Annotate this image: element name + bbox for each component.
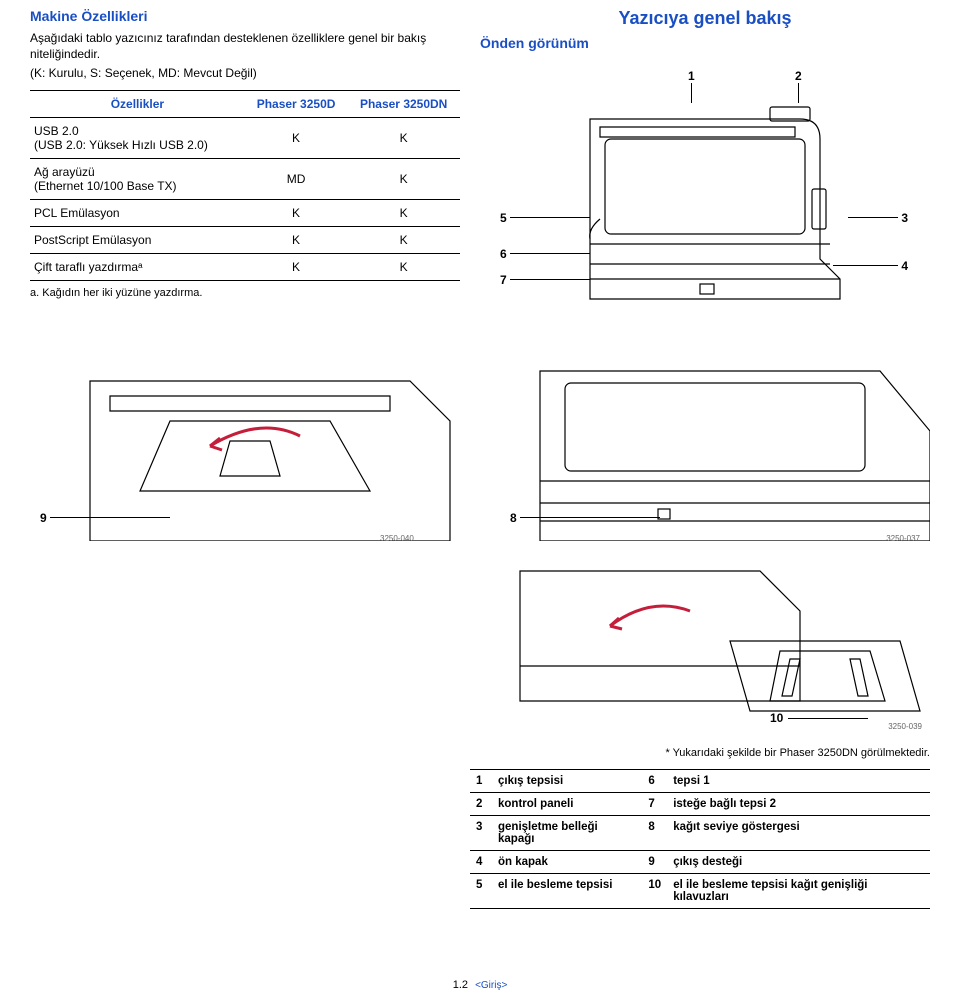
parts-cell: 1 xyxy=(470,770,492,793)
parts-cell: el ile besleme tepsisi xyxy=(492,874,642,909)
diagram-caption: * Yukarıdaki şekilde bir Phaser 3250DN g… xyxy=(30,747,930,759)
features-description: Aşağıdaki tablo yazıcınız tarafından des… xyxy=(30,30,460,62)
callout-1: 1 xyxy=(688,69,695,83)
printer-front-svg xyxy=(570,89,860,319)
printer-overview-title: Yazıcıya genel bakış xyxy=(480,8,930,29)
features-table-header: Phaser 3250D xyxy=(245,91,347,118)
table-cell: K xyxy=(245,118,347,159)
parts-cell: ön kapak xyxy=(492,851,642,874)
features-table: ÖzelliklerPhaser 3250DPhaser 3250DN USB … xyxy=(30,90,460,281)
parts-cell: 2 xyxy=(470,793,492,816)
detail-paper-level-svg xyxy=(500,341,930,541)
features-table-header: Phaser 3250DN xyxy=(347,91,460,118)
table-row: 2kontrol paneli7isteğe bağlı tepsi 2 xyxy=(470,793,930,816)
table-legend: (K: Kurulu, S: Seçenek, MD: Mevcut Değil… xyxy=(30,66,460,80)
table-cell: PCL Emülasyon xyxy=(30,200,245,227)
table-footnote: a. Kağıdın her iki yüzüne yazdırma. xyxy=(30,287,460,299)
parts-cell: 5 xyxy=(470,874,492,909)
table-cell: PostScript Emülasyon xyxy=(30,227,245,254)
table-cell: K xyxy=(347,118,460,159)
parts-cell: 9 xyxy=(642,851,667,874)
table-cell: Ağ arayüzü(Ethernet 10/100 Base TX) xyxy=(30,159,245,200)
parts-cell: el ile besleme tepsisi kağıt genişliği k… xyxy=(667,874,930,909)
table-row: 4ön kapak9çıkış desteği xyxy=(470,851,930,874)
page-number: 1.2 xyxy=(453,979,468,991)
table-cell: MD xyxy=(245,159,347,200)
right-column: Yazıcıya genel bakış Önden görünüm 1 2 3… xyxy=(480,8,930,329)
parts-table: 1çıkış tepsisi6tepsi 12kontrol paneli7is… xyxy=(470,769,930,909)
parts-cell: isteğe bağlı tepsi 2 xyxy=(667,793,930,816)
parts-cell: 10 xyxy=(642,874,667,909)
features-table-header: Özellikler xyxy=(30,91,245,118)
detail-manual-feed-svg xyxy=(500,551,930,731)
chapter-label: <Giriş> xyxy=(475,980,507,991)
table-cell: K xyxy=(347,227,460,254)
parts-cell: 6 xyxy=(642,770,667,793)
parts-cell: 8 xyxy=(642,816,667,851)
fig-id-037: 3250-037 xyxy=(886,534,920,543)
front-view-heading: Önden görünüm xyxy=(480,35,930,51)
parts-cell: kağıt seviye göstergesi xyxy=(667,816,930,851)
callout-3: 3 xyxy=(901,211,908,225)
parts-cell: kontrol paneli xyxy=(492,793,642,816)
parts-cell: çıkış desteği xyxy=(667,851,930,874)
callout-7: 7 xyxy=(500,273,507,287)
table-cell: K xyxy=(245,200,347,227)
parts-cell: 3 xyxy=(470,816,492,851)
table-cell: USB 2.0(USB 2.0: Yüksek Hızlı USB 2.0) xyxy=(30,118,245,159)
table-cell: K xyxy=(347,159,460,200)
detail-row-1: 9 3250-040 8 xyxy=(30,341,930,551)
table-cell: K xyxy=(347,200,460,227)
left-column: Makine Özellikleri Aşağıdaki tablo yazıc… xyxy=(30,8,480,329)
callout-2: 2 xyxy=(795,69,802,83)
parts-cell: 7 xyxy=(642,793,667,816)
callout-5: 5 xyxy=(500,211,507,225)
detail-row-2: 10 3250-039 xyxy=(30,551,930,741)
table-cell: Çift taraflı yazdırmaᵃ xyxy=(30,254,245,281)
table-row: PostScript EmülasyonKK xyxy=(30,227,460,254)
table-row: PCL EmülasyonKK xyxy=(30,200,460,227)
parts-cell: genişletme belleği kapağı xyxy=(492,816,642,851)
table-row: 5el ile besleme tepsisi10el ile besleme … xyxy=(470,874,930,909)
detail-output-support-svg xyxy=(30,341,460,541)
page-footer: 1.2 <Giriş> xyxy=(0,979,960,991)
table-row: Çift taraflı yazdırmaᵃKK xyxy=(30,254,460,281)
table-cell: K xyxy=(245,227,347,254)
table-row: 3genişletme belleği kapağı8kağıt seviye … xyxy=(470,816,930,851)
table-row: USB 2.0(USB 2.0: Yüksek Hızlı USB 2.0)KK xyxy=(30,118,460,159)
callout-4: 4 xyxy=(901,259,908,273)
table-row: Ağ arayüzü(Ethernet 10/100 Base TX)MDK xyxy=(30,159,460,200)
parts-cell: tepsi 1 xyxy=(667,770,930,793)
machine-features-title: Makine Özellikleri xyxy=(30,8,460,24)
table-cell: K xyxy=(347,254,460,281)
fig-id-039: 3250-039 xyxy=(888,722,922,731)
table-row: 1çıkış tepsisi6tepsi 1 xyxy=(470,770,930,793)
table-cell: K xyxy=(245,254,347,281)
fig-id-040: 3250-040 xyxy=(380,534,414,543)
parts-cell: 4 xyxy=(470,851,492,874)
parts-cell: çıkış tepsisi xyxy=(492,770,642,793)
callout-6: 6 xyxy=(500,247,507,261)
front-view-diagram: 1 2 3 4 5 6 7 xyxy=(480,59,910,329)
